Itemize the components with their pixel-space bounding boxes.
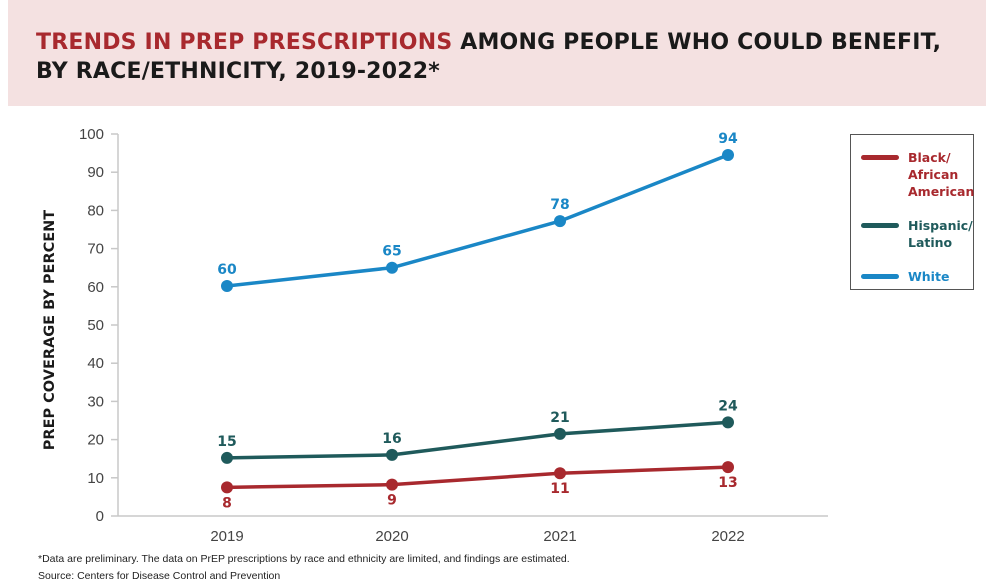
y-tick-label: 50 [87, 317, 104, 334]
series-line [225, 420, 730, 460]
data-label: 9 [387, 493, 397, 509]
data-point [221, 451, 233, 464]
data-point [554, 467, 566, 480]
data-point [722, 461, 734, 474]
legend-label: Black/ African American [908, 150, 975, 199]
data-label: 21 [550, 410, 569, 426]
x-tick-label: 2021 [543, 528, 576, 545]
y-tick-label: 10 [87, 470, 104, 487]
x-tick-label: 2022 [711, 528, 744, 545]
data-label: 16 [382, 431, 401, 447]
source-note: Source: Centers for Disease Control and … [38, 570, 281, 582]
chart-legend: Black/ African American Hispanic/ Latino… [850, 134, 974, 290]
data-label: 65 [382, 244, 401, 260]
y-tick-label: 20 [87, 432, 104, 449]
chart-title-rest: AMONG PEOPLE WHO COULD BENEFIT, BY RACE/… [36, 30, 942, 84]
legend-label: White [908, 269, 950, 284]
series-line [225, 465, 730, 490]
legend-label: Hispanic/ Latino [908, 218, 973, 250]
data-label: 11 [550, 481, 569, 497]
legend-item-black-african-american: Black/ African American [861, 149, 978, 200]
legend-swatch [861, 155, 899, 160]
legend-item-white: White [861, 268, 978, 285]
y-tick-label: 60 [87, 279, 104, 296]
data-point [386, 261, 398, 274]
chart-title-accent: TRENDS IN PREP PRESCRIPTIONS [36, 30, 453, 55]
data-point [722, 416, 734, 429]
y-axis-label: PREP COVERAGE BY PERCENT [42, 210, 58, 451]
data-label: 24 [718, 398, 738, 414]
title-banner [8, 0, 986, 106]
data-point [554, 427, 566, 440]
data-label: 94 [718, 131, 738, 147]
data-point [221, 280, 233, 293]
data-point [554, 215, 566, 228]
y-tick-label: 30 [87, 393, 104, 410]
legend-swatch [861, 223, 899, 228]
chart-axes: 0 10 20 30 40 50 60 70 80 90 100 2019 2020 2021 2022 [79, 126, 828, 545]
y-tick-label: 70 [87, 241, 104, 258]
chart-data-labels: 8 9 11 13 15 16 21 24 60 65 78 94 [217, 131, 738, 511]
legend-item-hispanic-latino: Hispanic/ Latino [861, 217, 978, 251]
data-label: 15 [217, 434, 236, 450]
data-point [386, 448, 398, 461]
series-line [225, 153, 730, 288]
data-label: 8 [222, 495, 232, 511]
y-tick-label: 90 [87, 164, 104, 181]
x-tick-label: 2019 [210, 528, 243, 545]
footnote: *Data are preliminary. The data on PrEP … [38, 553, 570, 565]
chart-title: TRENDS IN PREP PRESCRIPTIONS AMONG PEOPL… [36, 28, 976, 86]
x-tick-label: 2020 [375, 528, 408, 545]
y-tick-label: 80 [87, 202, 104, 219]
chart-series [221, 149, 734, 494]
y-tick-label: 100 [79, 126, 104, 143]
data-point [221, 481, 233, 494]
data-point [386, 478, 398, 491]
y-tick-label: 40 [87, 355, 104, 372]
data-label: 13 [718, 475, 737, 491]
data-point [722, 149, 734, 162]
data-label: 60 [217, 262, 237, 278]
data-label: 78 [550, 197, 569, 213]
y-tick-label: 0 [96, 508, 104, 525]
legend-swatch [861, 274, 899, 279]
